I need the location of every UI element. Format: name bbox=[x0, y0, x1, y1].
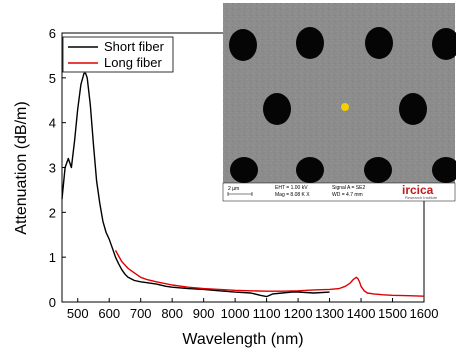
legend: Short fiber Long fiber bbox=[62, 36, 174, 73]
series-line-short-fiber bbox=[61, 72, 330, 298]
fiber-hole bbox=[364, 157, 392, 183]
ircica-logo: ircica bbox=[402, 183, 434, 197]
x-tick-label: 700 bbox=[130, 306, 152, 321]
inset-info-wd: WD = 4.7 mm bbox=[332, 192, 363, 198]
fiber-hole bbox=[296, 27, 324, 59]
y-axis-label: Attenuation (dB/m) bbox=[13, 101, 30, 234]
fiber-hole bbox=[365, 27, 393, 59]
fiber-hole bbox=[263, 93, 291, 125]
fiber-hole bbox=[230, 157, 258, 183]
x-tick-label: 1100 bbox=[253, 306, 281, 321]
y-tick-label: 1 bbox=[49, 250, 56, 265]
legend-label-long-fiber: Long fiber bbox=[104, 55, 162, 70]
fiber-hole bbox=[399, 93, 427, 125]
axis-ticks: 500 600 700 800 900 1000 1100 1200 1300 1400 1500 1… bbox=[49, 26, 439, 321]
x-tick-label: 1600 bbox=[410, 306, 439, 321]
ircica-logo-subtitle: Research Institute bbox=[405, 195, 438, 200]
legend-box bbox=[62, 36, 174, 73]
inset-info-bar bbox=[222, 182, 456, 202]
inset-info-mag: Mag = 8.08 K X bbox=[275, 192, 310, 198]
inset-sem-image: 2 µm EHT = 1.00 kV Mag = 8.08 K X Signal… bbox=[222, 3, 456, 202]
fiber-hole bbox=[296, 157, 324, 183]
y-tick-label: 0 bbox=[49, 295, 56, 310]
legend-label-short-fiber: Short fiber bbox=[104, 39, 165, 54]
fiber-hole bbox=[432, 28, 456, 60]
x-tick-label: 1200 bbox=[284, 306, 313, 321]
inset-background bbox=[223, 3, 455, 183]
x-tick-label: 1000 bbox=[221, 306, 250, 321]
inset-info-eht: EHT = 1.00 kV bbox=[275, 185, 308, 191]
y-tick-label: 6 bbox=[49, 26, 56, 41]
series-group bbox=[61, 72, 425, 298]
series-line-long-fiber bbox=[114, 250, 425, 297]
y-tick-label: 4 bbox=[49, 116, 56, 131]
x-axis-label: Wavelength (nm) bbox=[182, 331, 303, 348]
x-tick-label: 500 bbox=[67, 306, 89, 321]
x-tick-label: 800 bbox=[161, 306, 183, 321]
inset-scale-text: 2 µm bbox=[228, 186, 239, 192]
y-tick-label: 3 bbox=[49, 161, 56, 176]
x-tick-label: 900 bbox=[193, 306, 215, 321]
x-tick-label: 1500 bbox=[378, 306, 407, 321]
fiber-core-dot bbox=[341, 103, 349, 111]
x-tick-label: 600 bbox=[98, 306, 120, 321]
x-tick-label: 1300 bbox=[315, 306, 344, 321]
y-tick-label: 2 bbox=[49, 205, 56, 220]
inset-info-signal: Signal A = SE2 bbox=[332, 185, 365, 191]
fiber-hole bbox=[229, 29, 257, 61]
inset-holes bbox=[229, 27, 456, 183]
y-tick-label: 5 bbox=[49, 71, 56, 86]
fiber-hole bbox=[432, 157, 456, 183]
x-tick-label: 1400 bbox=[347, 306, 376, 321]
